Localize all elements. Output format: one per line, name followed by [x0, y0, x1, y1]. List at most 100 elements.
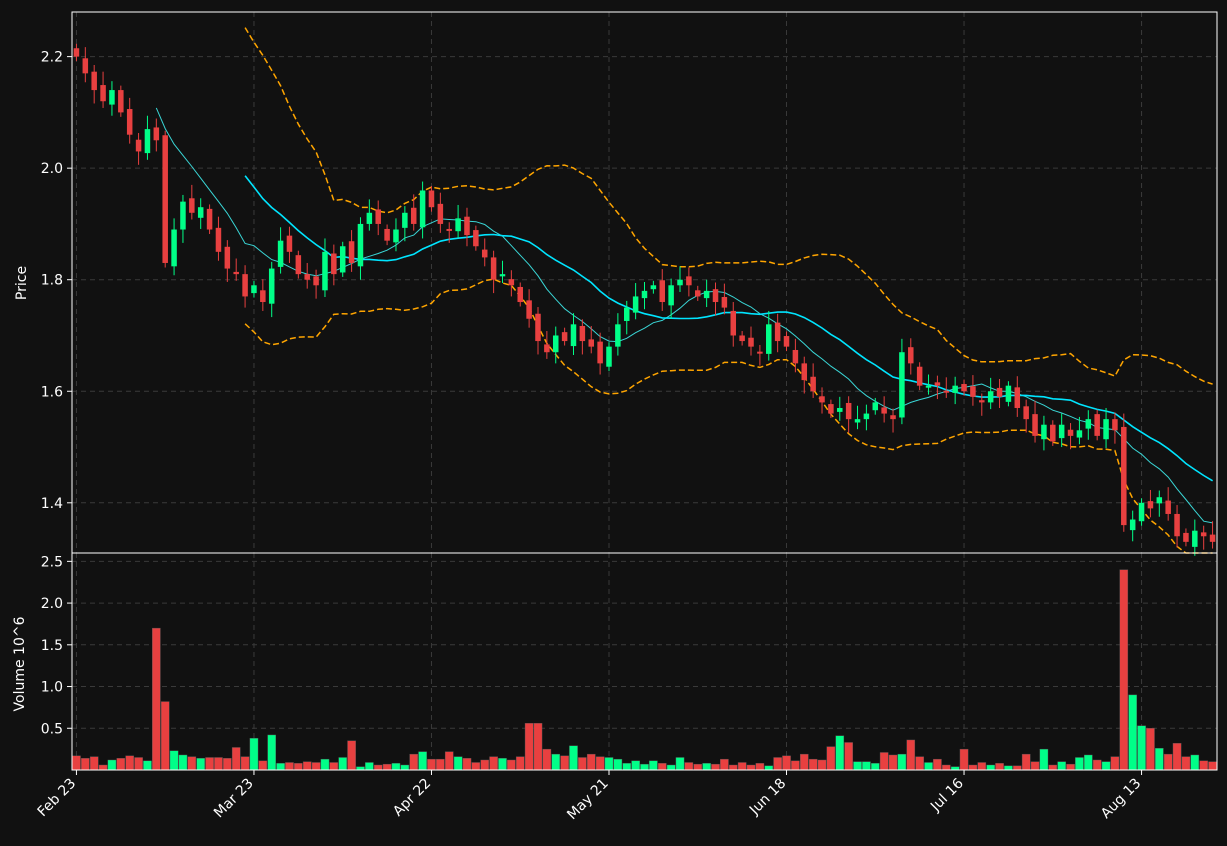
bollinger-bands	[244, 27, 1213, 554]
volume-bar	[98, 764, 108, 771]
candle-body	[597, 341, 603, 364]
candle-body	[561, 332, 568, 342]
candle-body	[1014, 387, 1021, 408]
candle-body	[970, 386, 976, 397]
volume-bar	[604, 757, 614, 771]
volume-bar	[622, 763, 632, 771]
volume-bar	[879, 752, 889, 771]
candle-body	[695, 290, 701, 297]
volume-bar	[231, 747, 241, 771]
volume-bar	[524, 723, 534, 771]
candle-body	[357, 223, 364, 267]
volume-bar	[196, 758, 205, 771]
volume-bar	[1084, 754, 1093, 771]
candle-body	[251, 285, 257, 294]
candle-body	[686, 276, 692, 286]
candle-body	[118, 90, 124, 113]
candle-body	[890, 415, 896, 420]
candle-body	[100, 85, 106, 102]
candle-body	[677, 279, 683, 286]
candle-body	[410, 207, 417, 224]
candle-body	[135, 139, 142, 152]
candle-body	[1112, 419, 1118, 431]
candle-body	[872, 402, 879, 411]
volume-bar	[382, 763, 392, 771]
volume-bar	[835, 735, 845, 771]
candle-body	[91, 71, 97, 91]
volume-bar	[542, 748, 552, 771]
candle-body	[1005, 385, 1012, 402]
candle-body	[757, 351, 763, 354]
volume-bar	[728, 764, 738, 771]
volume-axis-label: Volume 10^6	[12, 616, 28, 711]
volume-bar	[1039, 748, 1049, 771]
candle-body	[304, 274, 310, 280]
volume-tick-label: 1.5	[41, 638, 63, 654]
volume-bar	[906, 739, 916, 771]
volume-bar	[294, 763, 303, 771]
candle-body	[455, 218, 461, 232]
volume-bar	[116, 758, 126, 771]
candle-body	[1103, 419, 1109, 440]
volume-bar	[560, 755, 569, 771]
candles	[73, 43, 1216, 556]
candle-body	[322, 251, 328, 291]
candle-body	[180, 201, 186, 230]
candle-body	[1183, 532, 1189, 542]
candle-body	[579, 326, 586, 342]
candle-body	[632, 296, 639, 313]
volume-bar	[1030, 761, 1040, 771]
volume-bar	[347, 740, 356, 771]
candle-body	[526, 300, 532, 319]
volume-bar	[959, 748, 969, 771]
candle-body	[801, 363, 808, 381]
volume-bar	[1172, 743, 1182, 771]
volume-bar	[160, 701, 170, 771]
price-tick-label: 2.2	[41, 50, 63, 66]
volume-bar	[808, 758, 818, 771]
candle-body	[428, 190, 435, 208]
candle-body	[171, 229, 177, 267]
volume-bar	[418, 751, 427, 771]
volume-bar	[1066, 763, 1075, 771]
volume-bar	[276, 763, 285, 771]
candle-body	[1209, 534, 1216, 542]
candle-body	[233, 271, 239, 275]
volume-bar	[853, 761, 862, 771]
candle-body	[845, 402, 852, 420]
candle-body	[1067, 429, 1074, 436]
volume-bar	[640, 763, 649, 771]
candle-body	[268, 268, 275, 304]
candle-body	[996, 387, 1003, 397]
candle-body	[197, 207, 204, 218]
candle-body	[748, 337, 754, 347]
volume-bar	[81, 758, 90, 771]
volume-bar	[755, 763, 765, 771]
candle-body	[721, 297, 728, 308]
candle-body	[1138, 502, 1145, 522]
volume-bar	[613, 758, 623, 771]
volume-bar	[986, 764, 995, 771]
candle-body	[481, 249, 488, 258]
ma-fast-line	[155, 107, 1213, 524]
volume-tick-label: 2.0	[41, 596, 63, 612]
bollinger-lower-line	[244, 278, 1213, 554]
candle-body	[570, 324, 577, 347]
volume-bar	[533, 723, 543, 771]
volume-tick-label: 0.5	[41, 721, 63, 737]
volume-grid	[72, 553, 1217, 770]
volume-bar	[666, 764, 676, 771]
candle-body	[446, 228, 452, 231]
candle-body	[366, 212, 373, 224]
candle-body	[1032, 414, 1038, 436]
volume-bar	[942, 764, 951, 771]
volume-bar	[773, 757, 782, 771]
candle-body	[943, 390, 950, 393]
candle-body	[517, 286, 523, 303]
volume-bar	[675, 757, 685, 771]
candle-body	[109, 90, 115, 105]
candle-body	[641, 290, 648, 299]
moving-averages	[155, 107, 1214, 524]
volume-bar	[285, 762, 294, 771]
